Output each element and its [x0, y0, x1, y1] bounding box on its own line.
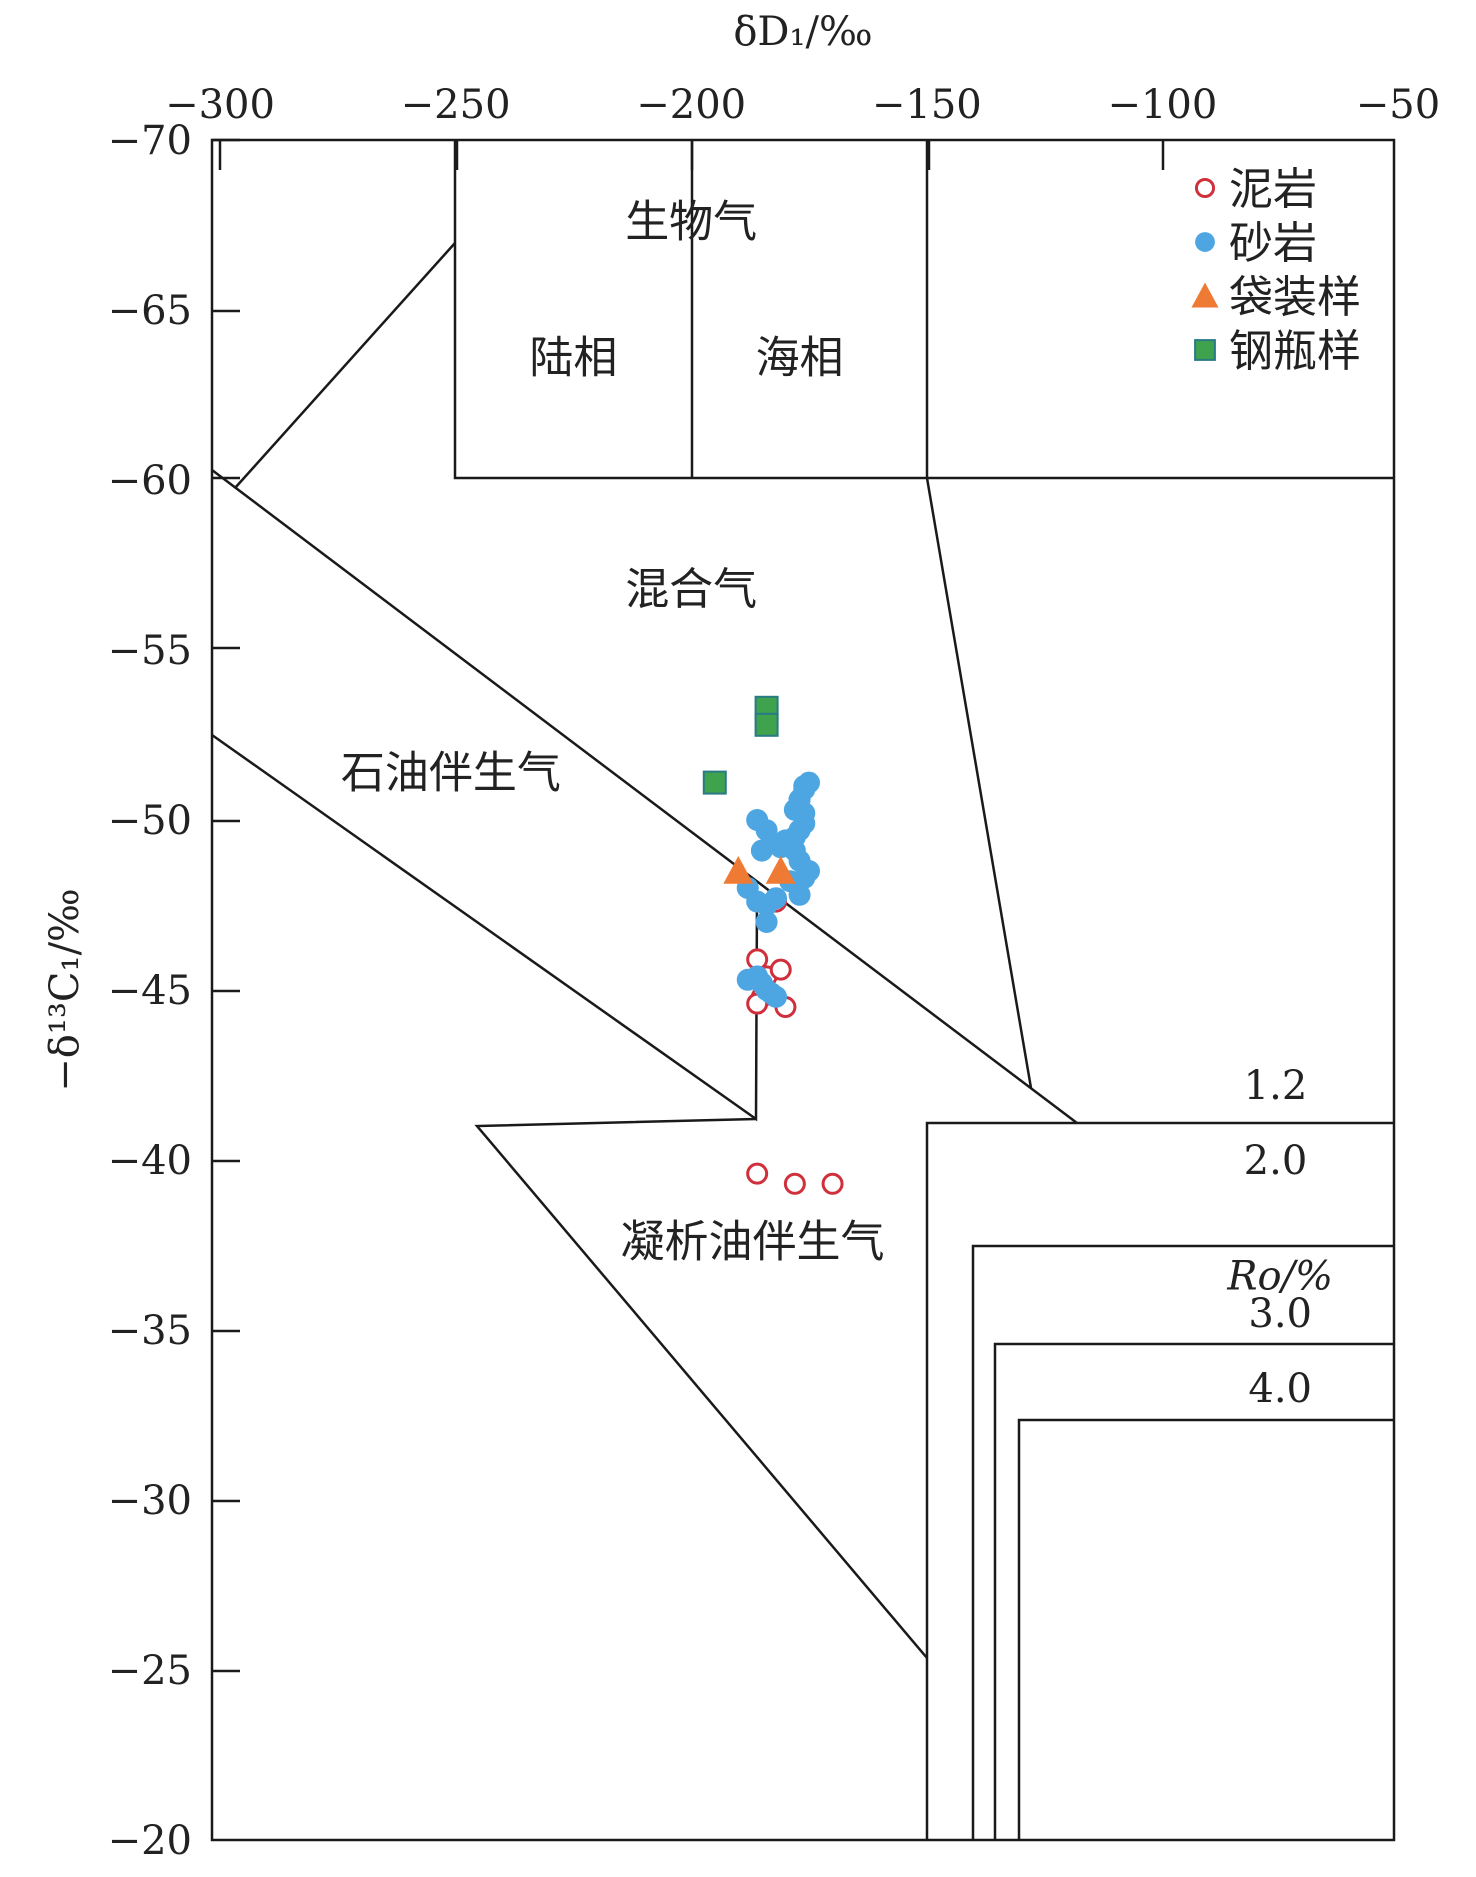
sandstone-point — [765, 887, 788, 910]
bagged-sample-point — [765, 856, 796, 884]
legend-label: 砂岩 — [1229, 218, 1317, 269]
mixed-gas-left-boundary — [234, 242, 456, 489]
sandstone-point — [788, 788, 811, 811]
sandstone-point — [788, 883, 811, 906]
y-tick-label: −45 — [108, 968, 192, 1014]
mudstone-point — [769, 958, 792, 981]
mudstone-point — [746, 1162, 769, 1185]
cylinder-sample-point — [702, 770, 727, 795]
legend-label: 钢瓶样 — [1229, 326, 1361, 377]
region-label: 生物气 — [625, 197, 757, 248]
x-tick-label: −150 — [872, 82, 982, 128]
y-tick-label: −40 — [108, 1138, 192, 1184]
x-tick-label: −300 — [165, 82, 275, 128]
data-points — [702, 695, 844, 1195]
ro-labels: 1.2 2.0 Ro/%3.0 4.0 — [1226, 1063, 1333, 1412]
legend-marker — [1194, 339, 1216, 361]
region-label: 混合气 — [625, 564, 757, 615]
legend-marker — [1191, 282, 1219, 308]
classification-boundaries — [210, 138, 1396, 1842]
ro-label: 3.0 — [1248, 1291, 1312, 1337]
x-tick-label: −250 — [401, 82, 511, 128]
x-tick-label: −50 — [1356, 82, 1440, 128]
sandstone-point — [755, 911, 778, 933]
y-tick-label: −50 — [108, 798, 192, 844]
ro-boundaries — [925, 1121, 1394, 1840]
ro-label: 2.0 — [1244, 1138, 1308, 1184]
x-axis-title: δD₁/‰ — [733, 9, 872, 55]
y-tick-label: −25 — [108, 1648, 192, 1694]
y-tick-labels: −70 −65 −60 −55 −50 −45 −40 −35 −30 −25 −20 — [108, 118, 192, 1864]
ro-label: 1.2 — [1244, 1063, 1308, 1109]
plot-frame — [210, 138, 1396, 1842]
ro-label: 4.0 — [1248, 1366, 1312, 1412]
x-tick-label: −200 — [636, 82, 746, 128]
condensate-gas-boundary — [474, 1117, 928, 1659]
biogenic-gas-box — [453, 140, 1394, 480]
y-tick-label: −20 — [108, 1818, 192, 1864]
region-label: 凝析油伴生气 — [620, 1217, 884, 1268]
sandstone-point — [765, 985, 788, 1008]
mudstone-point — [821, 1172, 844, 1195]
y-tick-label: −55 — [108, 628, 192, 674]
region-label: 海相 — [756, 333, 844, 384]
bagged-sample-point — [723, 856, 754, 884]
legend-marker — [1194, 177, 1216, 199]
y-tick-label: −65 — [108, 288, 192, 334]
y-axis-title: −δ¹³C₁/‰ — [42, 888, 88, 1091]
oil-associated-gas-upper-boundary — [211, 469, 1078, 1124]
y-tick-label: −70 — [108, 118, 192, 164]
x-tick-labels: −300 −250 −200 −150 −100 −50 — [165, 82, 1440, 128]
legend-label: 袋装样 — [1229, 272, 1361, 323]
y-tick-label: −60 — [108, 458, 192, 504]
mixed-gas-right-boundary — [925, 477, 1033, 1089]
legend-marker — [1195, 232, 1215, 252]
mudstone-point — [783, 1172, 806, 1195]
ro-label: Ro/% — [1226, 1254, 1333, 1300]
cylinder-sample-point — [754, 712, 779, 737]
x-tick-label: −100 — [1107, 82, 1217, 128]
region-label: 石油伴生气 — [341, 747, 561, 798]
region-label: 陆相 — [529, 333, 617, 384]
y-tick-label: −30 — [108, 1478, 192, 1524]
y-tick-marks — [212, 138, 240, 1673]
y-tick-label: −35 — [108, 1308, 192, 1354]
legend-label: 泥岩 — [1229, 164, 1317, 215]
